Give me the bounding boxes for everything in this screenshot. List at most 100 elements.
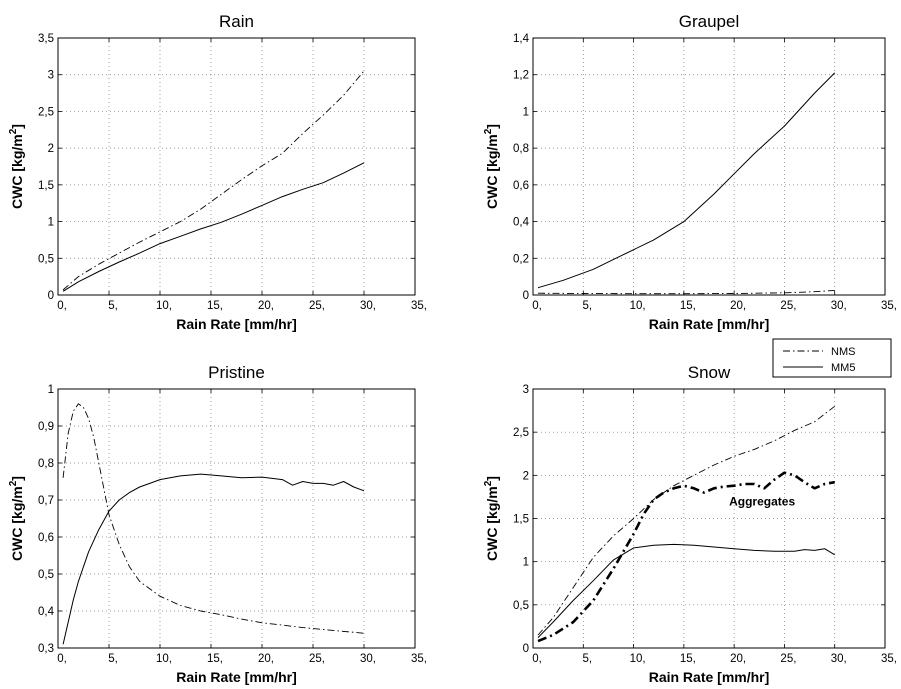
y-tick-label: 0,5: [38, 569, 54, 581]
x-tick-label: 15,: [207, 300, 223, 312]
series-aggregates-line: [537, 471, 835, 643]
x-tick-label: 20,: [258, 653, 274, 665]
y-tick-label: 1: [523, 106, 529, 118]
x-axis-label: Rain Rate [mm/hr]: [176, 316, 297, 332]
y-tick-label: 1,5: [38, 180, 54, 192]
y-tick-label: 2: [48, 143, 54, 155]
x-tick-label: 25,: [780, 653, 796, 665]
x-tick-label: 30,: [360, 300, 376, 312]
y-axis-label-main: CWC [kg/m: [9, 134, 25, 209]
x-tick-label: 10,: [630, 653, 646, 665]
y-tick-label: 0,8: [38, 458, 54, 470]
x-tick-label: 0,: [532, 300, 542, 312]
y-tick-label: 1,2: [513, 70, 529, 82]
x-tick-label: 25,: [780, 300, 796, 312]
plot-area: [533, 38, 885, 295]
x-tick-label: 25,: [309, 653, 325, 665]
y-axis-label-end: ]: [484, 124, 500, 129]
y-axis-label-end: ]: [484, 476, 500, 481]
y-tick-label: 0,5: [38, 253, 54, 265]
legend-label-nms: NMS: [831, 346, 855, 358]
y-axis-label-superscript: 2: [483, 128, 494, 134]
y-tick-label: 1: [523, 557, 529, 569]
y-tick-label: 0,3: [38, 643, 54, 655]
y-tick-label: 0,7: [38, 495, 54, 507]
series-mm5-line: [62, 162, 365, 292]
y-axis-label-main: CWC [kg/m: [484, 486, 500, 561]
y-tick-label: 3,5: [38, 33, 54, 45]
y-tick-label: 0: [523, 290, 529, 302]
plot-area: [58, 38, 415, 295]
chart-title: Graupel: [679, 12, 739, 31]
x-axis-label: Rain Rate [mm/hr]: [649, 316, 770, 332]
y-axis-label: CWC [kg/m2]: [483, 476, 500, 561]
x-tick-label: 5,: [582, 300, 592, 312]
y-tick-label: 2: [523, 470, 529, 482]
series-nms-line: [537, 289, 835, 295]
y-axis-label-main: CWC [kg/m: [484, 134, 500, 209]
y-axis-label-superscript: 2: [483, 480, 494, 486]
x-tick-label: 20,: [258, 300, 274, 312]
y-tick-label: 0: [523, 643, 529, 655]
plot-frame: [532, 388, 886, 649]
plot-frame: [532, 37, 886, 296]
x-tick-label: 30,: [831, 653, 847, 665]
y-tick-label: 1,4: [513, 33, 530, 45]
y-tick-label: 0,6: [38, 532, 54, 544]
x-tick-label: 10,: [156, 300, 172, 312]
x-tick-label: 5,: [582, 653, 592, 665]
y-axis-label: CWC [kg/m2]: [483, 124, 500, 209]
x-tick-label: 10,: [630, 300, 646, 312]
x-tick-label: 35,: [411, 653, 427, 665]
y-tick-label: 0,5: [513, 600, 529, 612]
chart-title: Snow: [688, 363, 731, 382]
y-axis-label-end: ]: [9, 124, 25, 129]
series-nms-line: [62, 403, 365, 634]
x-tick-label: 25,: [309, 300, 325, 312]
chart-pristine: 0, 5, 10, 15, 20, 25, 30, 35, 0,3 0,4 0,5 0,6 0,7 0,8…: [8, 363, 427, 685]
x-tick-label: 10,: [156, 653, 172, 665]
legend-label-mm5: MM5: [831, 362, 855, 374]
plot-frame: [57, 388, 416, 649]
chart-rain: 0, 5, 10, 15, 20, 25, 30, 35, 0 0,5 1 1,5 2 2,5 3 3,5 Ra…: [8, 12, 427, 332]
y-axis-label: CWC [kg/m2]: [8, 476, 25, 561]
y-tick-label: 1: [48, 217, 54, 229]
series-mm5-line: [62, 473, 365, 645]
x-tick-label: 35,: [881, 653, 897, 665]
legend-box: [772, 338, 892, 378]
legend: NMS MM5: [772, 338, 892, 378]
series-nms-line: [62, 70, 365, 291]
y-axis-label-superscript: 2: [8, 128, 19, 134]
y-tick-label: 0,9: [38, 421, 54, 433]
y-tick-label: 0,8: [513, 143, 529, 155]
x-tick-label: 5,: [108, 653, 118, 665]
series-nms-line: [537, 405, 835, 636]
y-axis-label-superscript: 2: [8, 480, 19, 486]
x-tick-label: 15,: [680, 300, 696, 312]
chart-snow: 0, 5, 10, 15, 20, 25, 30, 35, 0 0,5 1 1,5 2 2,5 3 Snow R…: [483, 338, 897, 685]
y-tick-label: 2,5: [38, 106, 54, 118]
plot-frame: [57, 37, 416, 296]
y-tick-label: 0,6: [513, 180, 529, 192]
x-tick-label: 20,: [730, 653, 746, 665]
y-tick-label: 0,4: [513, 217, 530, 229]
chart-graupel: 0, 5, 10, 15, 20, 25, 30, 35, 0 0,2 0,4 0,6 0,8 1 1,2 1…: [483, 12, 897, 332]
x-tick-label: 35,: [881, 300, 897, 312]
series-mm5-line: [537, 72, 836, 289]
x-tick-label: 30,: [831, 300, 847, 312]
annotation-label: Aggregates: [729, 495, 795, 509]
x-tick-label: 5,: [108, 300, 118, 312]
x-axis-label: Rain Rate [mm/hr]: [649, 669, 770, 685]
x-tick-label: 30,: [360, 653, 376, 665]
y-axis-label: CWC [kg/m2]: [8, 124, 25, 209]
chart-title: Pristine: [208, 363, 265, 382]
y-tick-label: 3: [523, 384, 529, 396]
x-tick-label: 0,: [532, 653, 542, 665]
chart-title: Rain: [219, 12, 254, 31]
y-tick-label: 0,2: [513, 253, 529, 265]
x-tick-label: 20,: [730, 300, 746, 312]
y-tick-label: 3: [48, 70, 54, 82]
x-tick-label: 35,: [411, 300, 427, 312]
x-tick-label: 0,: [57, 653, 67, 665]
